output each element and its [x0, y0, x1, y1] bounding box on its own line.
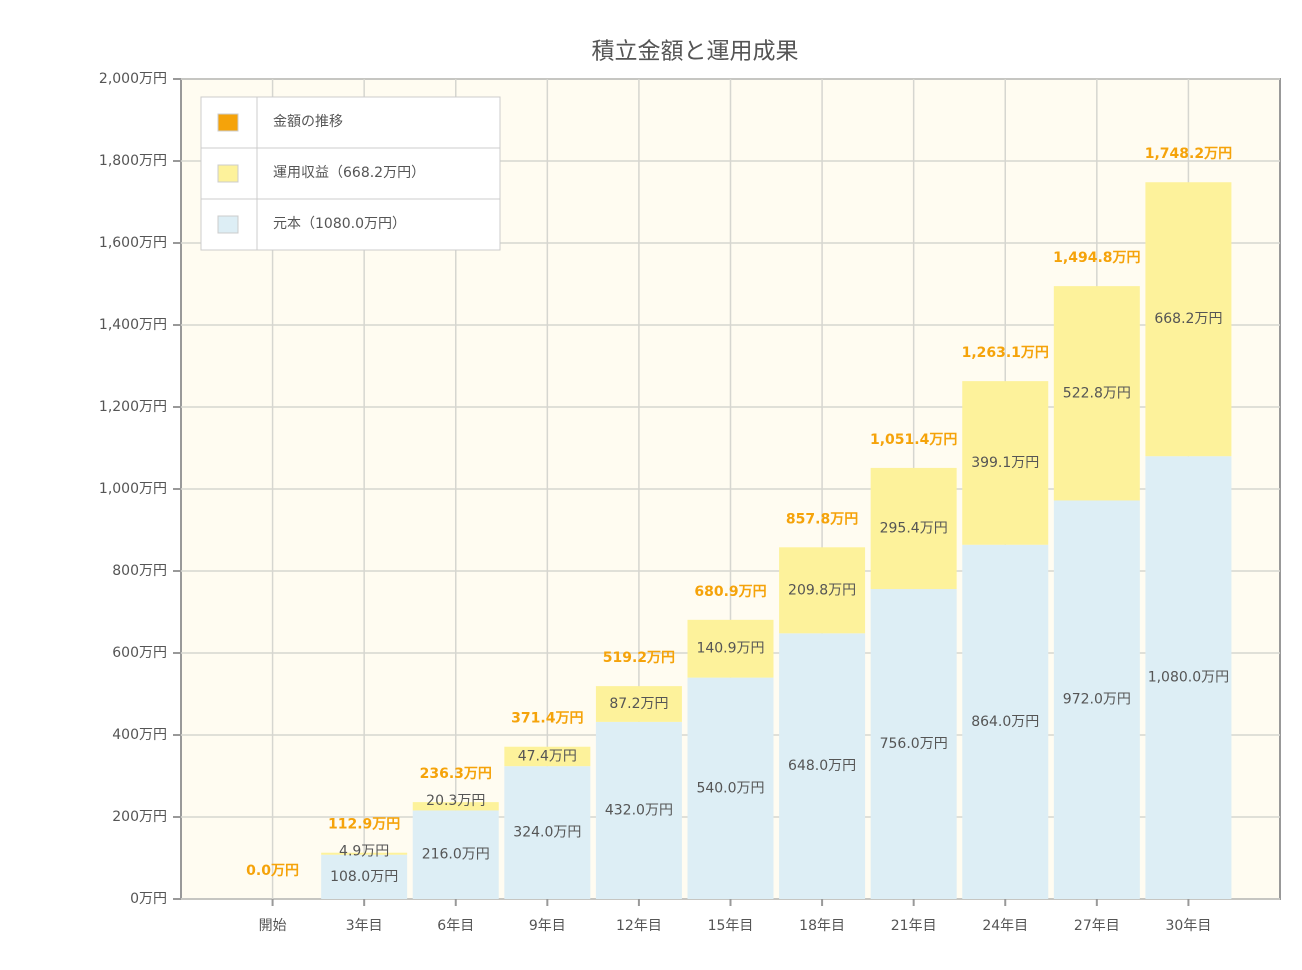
value-label: 972.0万円 — [1063, 692, 1131, 708]
value-label: 432.0万円 — [605, 802, 673, 818]
value-label: 4.9万円 — [339, 844, 389, 860]
legend-swatch — [217, 215, 239, 234]
bar-segment — [1053, 500, 1140, 899]
y-tick-label: 0万円 — [130, 891, 167, 907]
x-tick-label: 12年目 — [616, 918, 662, 934]
x-tick-label: 30年目 — [1166, 918, 1212, 934]
legend-label: 運用収益（668.2万円） — [273, 165, 425, 181]
value-label: 295.4万円 — [880, 520, 948, 536]
y-tick-label: 1,800万円 — [99, 153, 167, 169]
x-tick-label: 開始 — [259, 918, 287, 934]
value-label: 668.2万円 — [1154, 311, 1222, 327]
x-tick-label: 27年目 — [1074, 918, 1120, 934]
bar-segment — [779, 633, 866, 899]
bar-segment — [504, 766, 591, 899]
bar-segment — [687, 619, 774, 678]
x-tick-label: 15年目 — [708, 918, 754, 934]
value-label: 108.0万円 — [330, 869, 398, 885]
bar-segment — [504, 746, 591, 767]
value-label: 756.0万円 — [880, 736, 948, 752]
legend-swatch — [217, 164, 239, 183]
legend-label: 元本（1080.0万円） — [273, 216, 406, 232]
legend-label: 金額の推移 — [273, 114, 343, 130]
value-label: 540.0万円 — [696, 780, 764, 796]
legend-box — [200, 96, 501, 251]
bar-segment — [412, 810, 499, 899]
bar-segment — [321, 852, 408, 855]
value-label: 20.3万円 — [426, 793, 485, 809]
total-label: 0.0万円 — [246, 863, 299, 879]
x-tick-label: 24年目 — [982, 918, 1028, 934]
value-label: 209.8万円 — [788, 582, 856, 598]
value-label: 140.9万円 — [696, 641, 764, 657]
chart-title: 積立金額と運用成果 — [592, 39, 799, 65]
bar-segment — [1145, 456, 1232, 899]
bar-segment — [1053, 286, 1140, 501]
x-tick-label: 3年目 — [346, 918, 383, 934]
value-label: 1,080.0万円 — [1148, 670, 1229, 686]
total-label: 112.9万円 — [328, 817, 400, 833]
bar-segment — [687, 677, 774, 899]
x-tick-label: 9年目 — [529, 918, 566, 934]
bar-segment — [595, 686, 682, 722]
total-label: 371.4万円 — [511, 711, 583, 727]
bar-segment — [870, 589, 957, 899]
total-label: 1,494.8万円 — [1053, 250, 1140, 266]
value-label: 648.0万円 — [788, 758, 856, 774]
y-tick-label: 800万円 — [112, 563, 167, 579]
y-tick-label: 1,400万円 — [99, 317, 167, 333]
y-tick-label: 400万円 — [112, 727, 167, 743]
y-tick-label: 1,000万円 — [99, 481, 167, 497]
bar-segment — [595, 721, 682, 899]
total-label: 1,748.2万円 — [1145, 146, 1232, 162]
total-label: 236.3万円 — [420, 766, 492, 782]
total-label: 1,263.1万円 — [962, 345, 1049, 361]
bar-segment — [1145, 182, 1232, 457]
bar-segment — [321, 854, 408, 899]
bar-segment — [779, 547, 866, 634]
total-label: 1,051.4万円 — [870, 432, 957, 448]
x-tick-label: 21年目 — [891, 918, 937, 934]
bar-segment — [962, 544, 1049, 899]
total-label: 680.9万円 — [694, 584, 766, 600]
x-tick-label: 6年目 — [437, 918, 474, 934]
total-label: 857.8万円 — [786, 511, 858, 527]
x-tick-label: 18年目 — [799, 918, 845, 934]
bar-segment — [412, 802, 499, 811]
y-tick-label: 1,200万円 — [99, 399, 167, 415]
value-label: 47.4万円 — [518, 748, 577, 764]
y-tick-label: 2,000万円 — [99, 71, 167, 87]
y-tick-label: 1,600万円 — [99, 235, 167, 251]
value-label: 216.0万円 — [422, 847, 490, 863]
value-label: 324.0万円 — [513, 825, 581, 841]
bar-segment — [870, 467, 957, 590]
value-label: 864.0万円 — [971, 714, 1039, 730]
y-tick-label: 200万円 — [112, 809, 167, 825]
value-label: 399.1万円 — [971, 455, 1039, 471]
value-label: 522.8万円 — [1063, 385, 1131, 401]
y-tick-label: 600万円 — [112, 645, 167, 661]
legend-swatch — [217, 113, 239, 132]
bar-segment — [962, 381, 1049, 545]
value-label: 87.2万円 — [609, 696, 668, 712]
total-label: 519.2万円 — [603, 650, 675, 666]
